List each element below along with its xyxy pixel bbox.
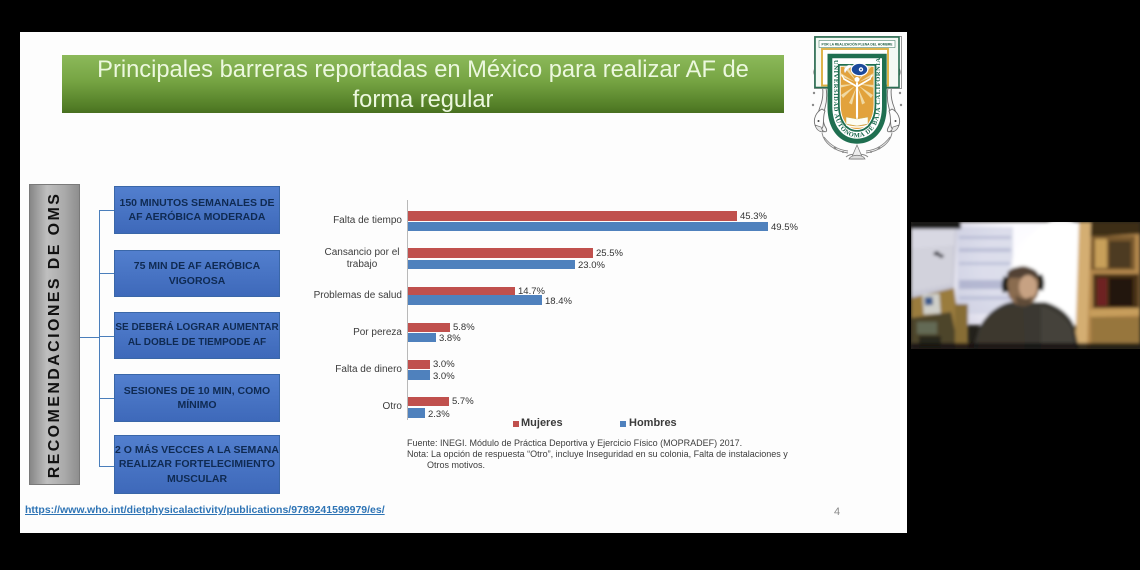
svg-text:POR LA REALIZACIÓN PLENA DEL H: POR LA REALIZACIÓN PLENA DEL HOMBRE [822,42,893,47]
